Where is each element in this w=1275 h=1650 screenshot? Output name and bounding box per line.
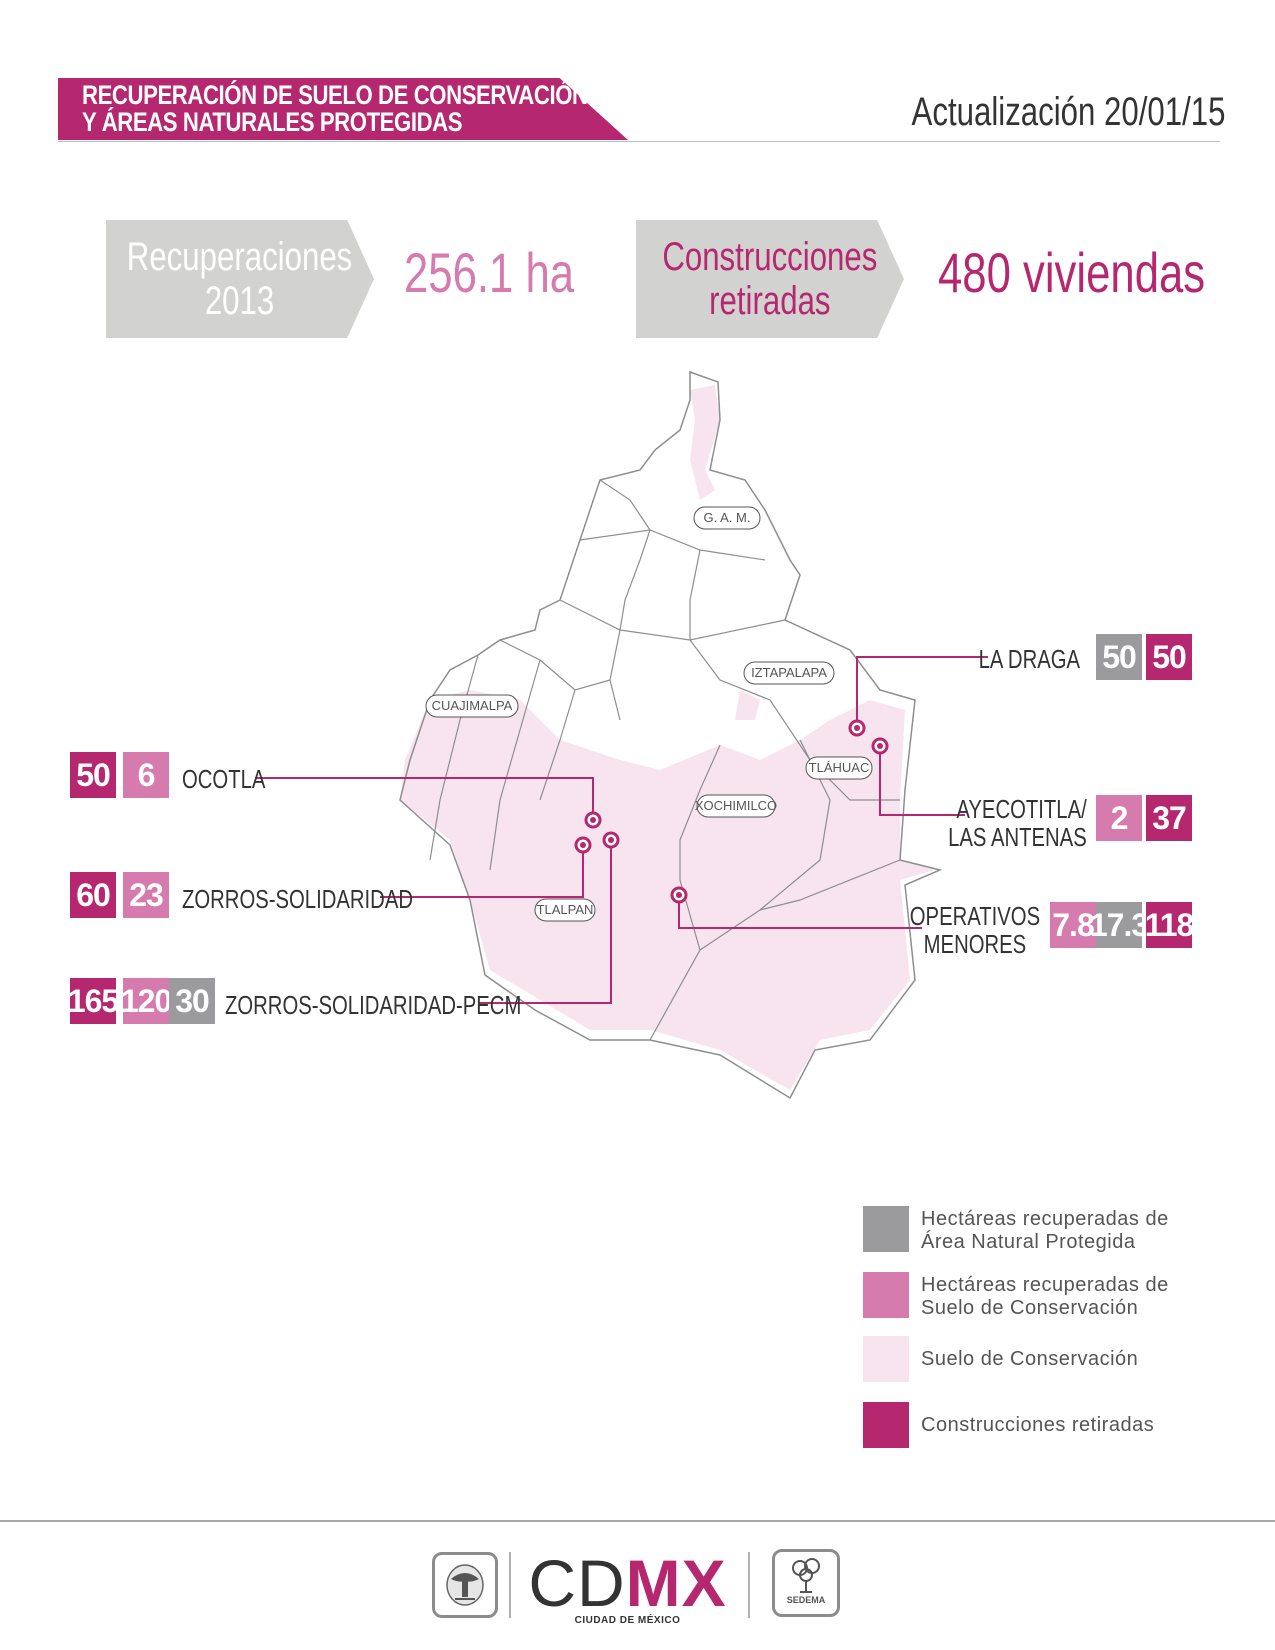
cdmx-cd: CD: [528, 1546, 626, 1620]
label-tlahuac: TLÁHUAC: [809, 760, 870, 775]
operativos-label-line1: OPERATIVOS: [909, 901, 1040, 931]
legend-suelo-recuperado-line1: Hectáreas recuperadas de: [921, 1274, 1169, 1296]
operativos-label-line2: MENORES: [923, 929, 1027, 959]
title-banner: [58, 78, 628, 140]
cdmx-subtitle: CIUDAD DE MÉXICO: [574, 1615, 681, 1626]
legend-construcciones: Construcciones retiradas: [921, 1414, 1155, 1436]
legend-swatch-anp: [863, 1206, 909, 1252]
label-xochimilco: XOCHIMILCO: [695, 798, 777, 813]
label-tlalpan: TLALPAN: [537, 902, 594, 917]
construcciones-box: Construcciones retiradas: [636, 220, 904, 338]
government-seal-icon: [432, 1552, 498, 1618]
recuperaciones-value: 256.1 ha: [404, 241, 575, 304]
recuperaciones-box: Recuperaciones 2013: [106, 220, 374, 338]
legend-anp: Hectáreas recuperadas de Área Natural Pr…: [921, 1208, 1169, 1254]
footer-separator-2: [748, 1552, 750, 1618]
footer-divider: [0, 1520, 1275, 1522]
callout-lines: [255, 656, 988, 1004]
ayecotitla-label-line2: LAS ANTENAS: [948, 822, 1087, 852]
ayecotitla-value-1: 2: [1096, 795, 1142, 841]
cdmx-logo: CDMX CIUDAD DE MÉXICO: [520, 1545, 735, 1626]
legend-suelo: Suelo de Conservación: [921, 1348, 1139, 1370]
page-title: RECUPERACIÓN DE SUELO DE CONSERVACIÓN Y …: [82, 80, 588, 137]
legend-suelo-recuperado: Hectáreas recuperadas de Suelo de Conser…: [921, 1274, 1169, 1320]
page-title-line2: Y ÁREAS NATURALES PROTEGIDAS: [82, 107, 463, 137]
zorros-value-2: 23: [123, 872, 169, 918]
label-gam: G. A. M.: [704, 510, 751, 525]
operativos-value-1: 7.8: [1050, 902, 1096, 948]
pecm-value-2: 120: [121, 978, 172, 1024]
pecm-value-1: 165: [68, 978, 119, 1024]
la-draga-value-1: 50: [1096, 634, 1142, 680]
ayecotitla-label: AYECOTITLA/ LAS ANTENAS: [948, 795, 1087, 851]
legend-anp-line1: Hectáreas recuperadas de: [921, 1208, 1169, 1230]
recuperaciones-label-line1: Recuperaciones: [127, 235, 353, 279]
conservation-soil-south: [400, 690, 935, 1090]
delegation-labels: G. A. M. IZTAPALAPA CUAJIMALPA TLÁHUAC X…: [425, 506, 873, 922]
la-draga-value-2: 50: [1146, 634, 1192, 680]
label-cuajimalpa: CUAJIMALPA: [432, 698, 513, 713]
operativos-label: OPERATIVOS MENORES: [910, 902, 1040, 958]
ayecotitla-value-2: 37: [1146, 795, 1192, 841]
label-iztapalapa: IZTAPALAPA: [751, 665, 827, 680]
ayecotitla-label-line1: AYECOTITLA/: [956, 794, 1087, 824]
sedema-logo: SEDEMA: [772, 1549, 840, 1617]
tree-icon: [792, 1558, 820, 1593]
construcciones-value: 480 viviendas: [938, 241, 1206, 304]
pecm-label: ZORROS-SOLIDARIDAD-PECM: [225, 990, 522, 1020]
legend-swatch-construcciones: [863, 1402, 909, 1448]
legend-swatch-suelo: [863, 1336, 909, 1382]
zorros-value-1: 60: [70, 872, 116, 918]
ocotla-label: OCOTLA: [182, 764, 266, 794]
header-divider: [58, 141, 1220, 142]
legend-anp-line2: Área Natural Protegida: [921, 1231, 1136, 1253]
update-date: Actualización 20/01/15: [911, 90, 1225, 134]
legend-swatch-suelo-recuperado: [863, 1272, 909, 1318]
conservation-soil-north: [690, 385, 720, 500]
operativos-value-2: 17.3: [1090, 902, 1149, 948]
construcciones-label-line2: retiradas: [709, 279, 831, 323]
pecm-value-3: 30: [169, 978, 215, 1024]
operativos-value-3: 118: [1145, 902, 1194, 948]
zorros-label: ZORROS-SOLIDARIDAD: [182, 884, 414, 914]
delegation-borders: [429, 479, 901, 1041]
ocotla-value-2: 6: [123, 752, 169, 798]
la-draga-label: LA DRAGA: [978, 644, 1080, 674]
recuperaciones-label-line2: 2013: [205, 279, 275, 323]
map-outline: [399, 370, 943, 1100]
cdmx-mx: MX: [625, 1546, 727, 1620]
legend-suelo-recuperado-line2: Suelo de Conservación: [921, 1297, 1139, 1319]
conservation-soil-iztapalapa: [735, 690, 760, 720]
sedema-text: SEDEMA: [786, 1595, 826, 1605]
ocotla-value-1: 50: [70, 752, 116, 798]
construcciones-label-line1: Construcciones: [662, 235, 878, 279]
cdmx-wordmark: CDMX: [520, 1545, 735, 1621]
page-title-line1: RECUPERACIÓN DE SUELO DE CONSERVACIÓN: [82, 80, 588, 110]
footer-separator-1: [509, 1552, 511, 1618]
